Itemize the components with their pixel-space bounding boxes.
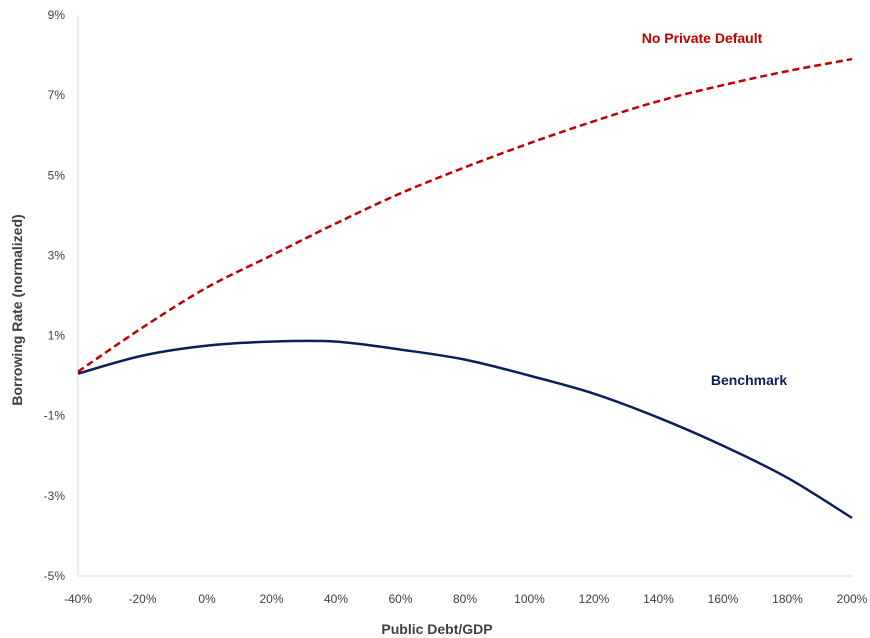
axes bbox=[77, 15, 852, 577]
y-tick-label: 5% bbox=[48, 168, 66, 182]
x-tick-label: 160% bbox=[708, 592, 739, 606]
y-tick-label: 3% bbox=[48, 248, 66, 262]
x-tick-label: 40% bbox=[324, 592, 348, 606]
series-line-benchmark bbox=[77, 339, 853, 519]
x-tick-label: 20% bbox=[259, 592, 283, 606]
x-tick-label: 0% bbox=[198, 592, 216, 606]
y-tick-labels: -5% -3% -1% 1% 3% 5% 7% 9% bbox=[44, 8, 66, 583]
y-tick-label: -5% bbox=[44, 569, 66, 583]
series-line-no-private-default bbox=[77, 57, 853, 373]
series-lines bbox=[77, 57, 853, 519]
x-tick-label: -20% bbox=[128, 592, 156, 606]
y-axis-title: Borrowing Rate (normalized) bbox=[9, 214, 25, 405]
x-tick-label: 80% bbox=[453, 592, 477, 606]
x-tick-label: 100% bbox=[514, 592, 545, 606]
x-tick-labels: -40% -20% 0% 20% 40% 60% 80% 100% 120% 140% 160% 18… bbox=[64, 592, 868, 606]
series-label-benchmark: Benchmark bbox=[711, 372, 787, 388]
x-tick-label: 200% bbox=[837, 592, 868, 606]
x-tick-label: -40% bbox=[64, 592, 92, 606]
x-tick-label: 140% bbox=[643, 592, 674, 606]
x-axis-title: Public Debt/GDP bbox=[381, 621, 492, 637]
y-tick-label: 1% bbox=[48, 329, 66, 343]
x-tick-label: 60% bbox=[388, 592, 412, 606]
y-tick-label: 7% bbox=[48, 88, 66, 102]
y-tick-label: -3% bbox=[44, 489, 66, 503]
x-tick-label: 120% bbox=[579, 592, 610, 606]
series-label-no-private-default: No Private Default bbox=[642, 30, 763, 46]
y-tick-label: -1% bbox=[44, 409, 66, 423]
x-tick-label: 180% bbox=[772, 592, 803, 606]
y-tick-label: 9% bbox=[48, 8, 66, 22]
